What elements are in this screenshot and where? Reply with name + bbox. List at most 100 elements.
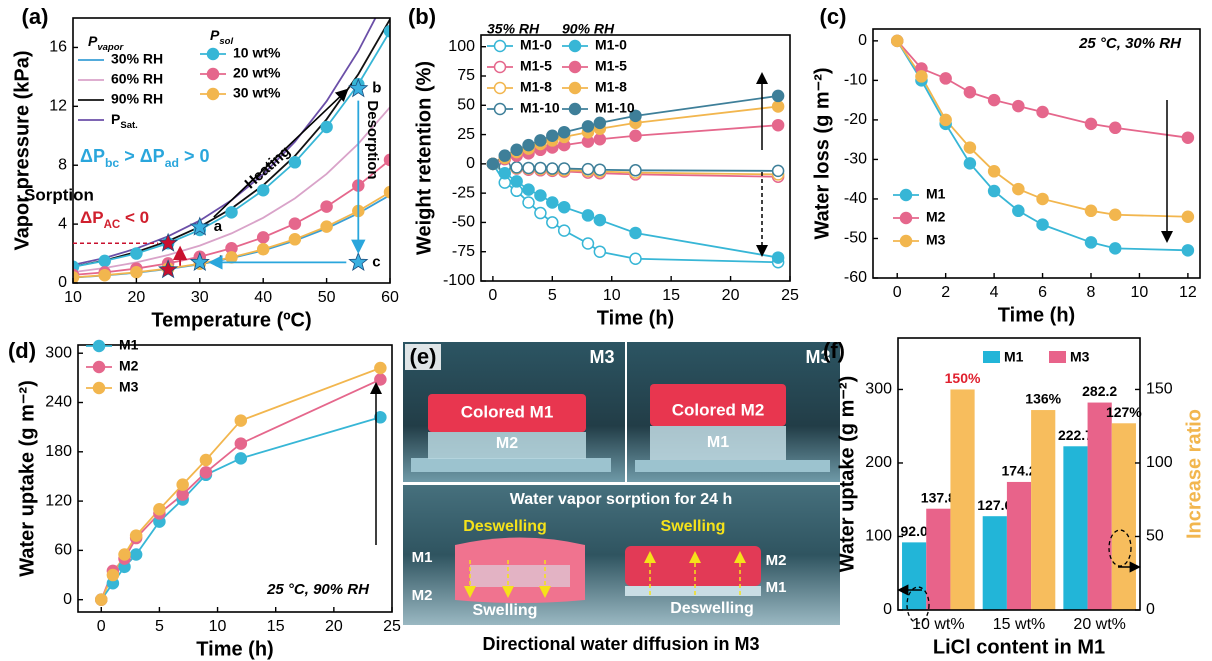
data-point (498, 166, 512, 180)
data-point (534, 134, 547, 147)
data-point (256, 243, 270, 256)
data-point (522, 138, 535, 152)
data-point (629, 252, 642, 265)
bar (1006, 481, 1032, 610)
point-label: a (214, 218, 223, 235)
x-tick-label: 20 wt% (1073, 616, 1125, 633)
y-tick-label: 240 (45, 394, 72, 411)
plot-area (890, 34, 1195, 257)
data-point (510, 143, 523, 157)
legend-marker (568, 39, 582, 53)
data-point (629, 164, 642, 177)
data-point (1181, 244, 1195, 257)
data-point (629, 109, 642, 123)
y-axis-title: Weight retention (%) (413, 61, 435, 255)
state-point (158, 232, 179, 252)
data-point (374, 361, 387, 375)
legend-swatch (1049, 351, 1066, 363)
x-tick-label: 0 (488, 287, 497, 304)
callout (1108, 529, 1132, 567)
legend-title: 35% RH (487, 21, 540, 37)
x-tick-label: 20 (722, 287, 740, 304)
data-point (234, 452, 248, 465)
data-point (546, 162, 559, 175)
x-tick-label: 15 (267, 618, 285, 635)
data-point (288, 233, 302, 246)
data-point (987, 165, 1001, 178)
y-tick-label: -20 (844, 111, 867, 128)
data-point (130, 247, 143, 260)
legend-label: M1-10 (520, 100, 560, 116)
y-tick-label: -50 (452, 214, 475, 231)
state-point (189, 251, 210, 272)
data-point (557, 125, 571, 139)
data-point (771, 100, 785, 113)
data-point (1036, 218, 1049, 231)
data-point (557, 200, 571, 214)
legend-label: M2 (926, 209, 946, 225)
y-tick-label: 100 (865, 528, 892, 545)
x-axis-title: Time (h) (196, 638, 273, 660)
data-point (771, 251, 785, 264)
data-point (593, 133, 607, 146)
photo-label: Colored M1 (461, 402, 554, 421)
arrows (464, 551, 746, 598)
data-point (1036, 192, 1049, 206)
data-point (522, 161, 535, 175)
data-point (199, 453, 213, 467)
data-point (1036, 105, 1049, 119)
plot-frame (897, 337, 1141, 611)
panel-label: (c) (820, 4, 847, 29)
series-line (896, 40, 1189, 139)
y2-tick-label: 150 (1146, 381, 1173, 398)
data-point (1084, 204, 1098, 218)
data-point (256, 184, 270, 197)
legend-label: M1-10 (595, 100, 635, 116)
data-point (1108, 242, 1122, 255)
y2-axis-title: Increase ratio (1183, 409, 1205, 539)
value-label: 127.6 (977, 497, 1012, 513)
y-tick-label: 200 (865, 454, 892, 471)
data-point (225, 206, 238, 219)
series-line (896, 40, 1188, 218)
data-point (1084, 236, 1098, 249)
legend-label: M3 (1070, 349, 1090, 365)
x-tick-label: 0 (97, 618, 106, 635)
legend-label: 20 wt% (233, 65, 281, 81)
y-tick-label: 0 (58, 274, 67, 291)
x-tick-label: 40 (254, 289, 272, 306)
x-axis-title: Temperature (ºC) (151, 309, 311, 331)
data-point (987, 184, 1001, 198)
y-tick-label: 0 (883, 601, 892, 618)
legend-label: M1 (1004, 349, 1024, 365)
photo-label: Swelling (473, 602, 538, 619)
legend-swatch (983, 351, 1000, 363)
gel (428, 432, 586, 459)
photo-label: M2 (412, 587, 433, 604)
photo-caption: Directional water diffusion in M3 (482, 634, 759, 654)
y2-tick-label: 0 (1146, 601, 1155, 618)
data-point (581, 162, 595, 176)
legend-marker (899, 188, 913, 202)
data-point (510, 161, 523, 174)
x-tick-label: 10 (64, 289, 82, 306)
data-point (593, 213, 607, 227)
legend-marker (493, 39, 507, 53)
state-point (189, 216, 210, 236)
data-point (534, 189, 547, 202)
legend-label: 30 wt% (233, 85, 281, 101)
y-tick-label: 75 (457, 67, 475, 84)
series-line (73, 106, 390, 273)
y-tick-label: -10 (844, 72, 867, 89)
label-bg (405, 344, 441, 370)
x-tick-label: 5 (155, 618, 164, 635)
data-point (129, 529, 143, 542)
legend-label: M3 (926, 232, 946, 248)
panel-label: (b) (408, 4, 436, 29)
data-point (557, 162, 571, 175)
bar (1111, 423, 1136, 610)
legend-label: 90% RH (111, 91, 163, 107)
legend-label: M3 (119, 379, 139, 395)
data-point (1108, 208, 1122, 222)
data-point (176, 478, 189, 491)
